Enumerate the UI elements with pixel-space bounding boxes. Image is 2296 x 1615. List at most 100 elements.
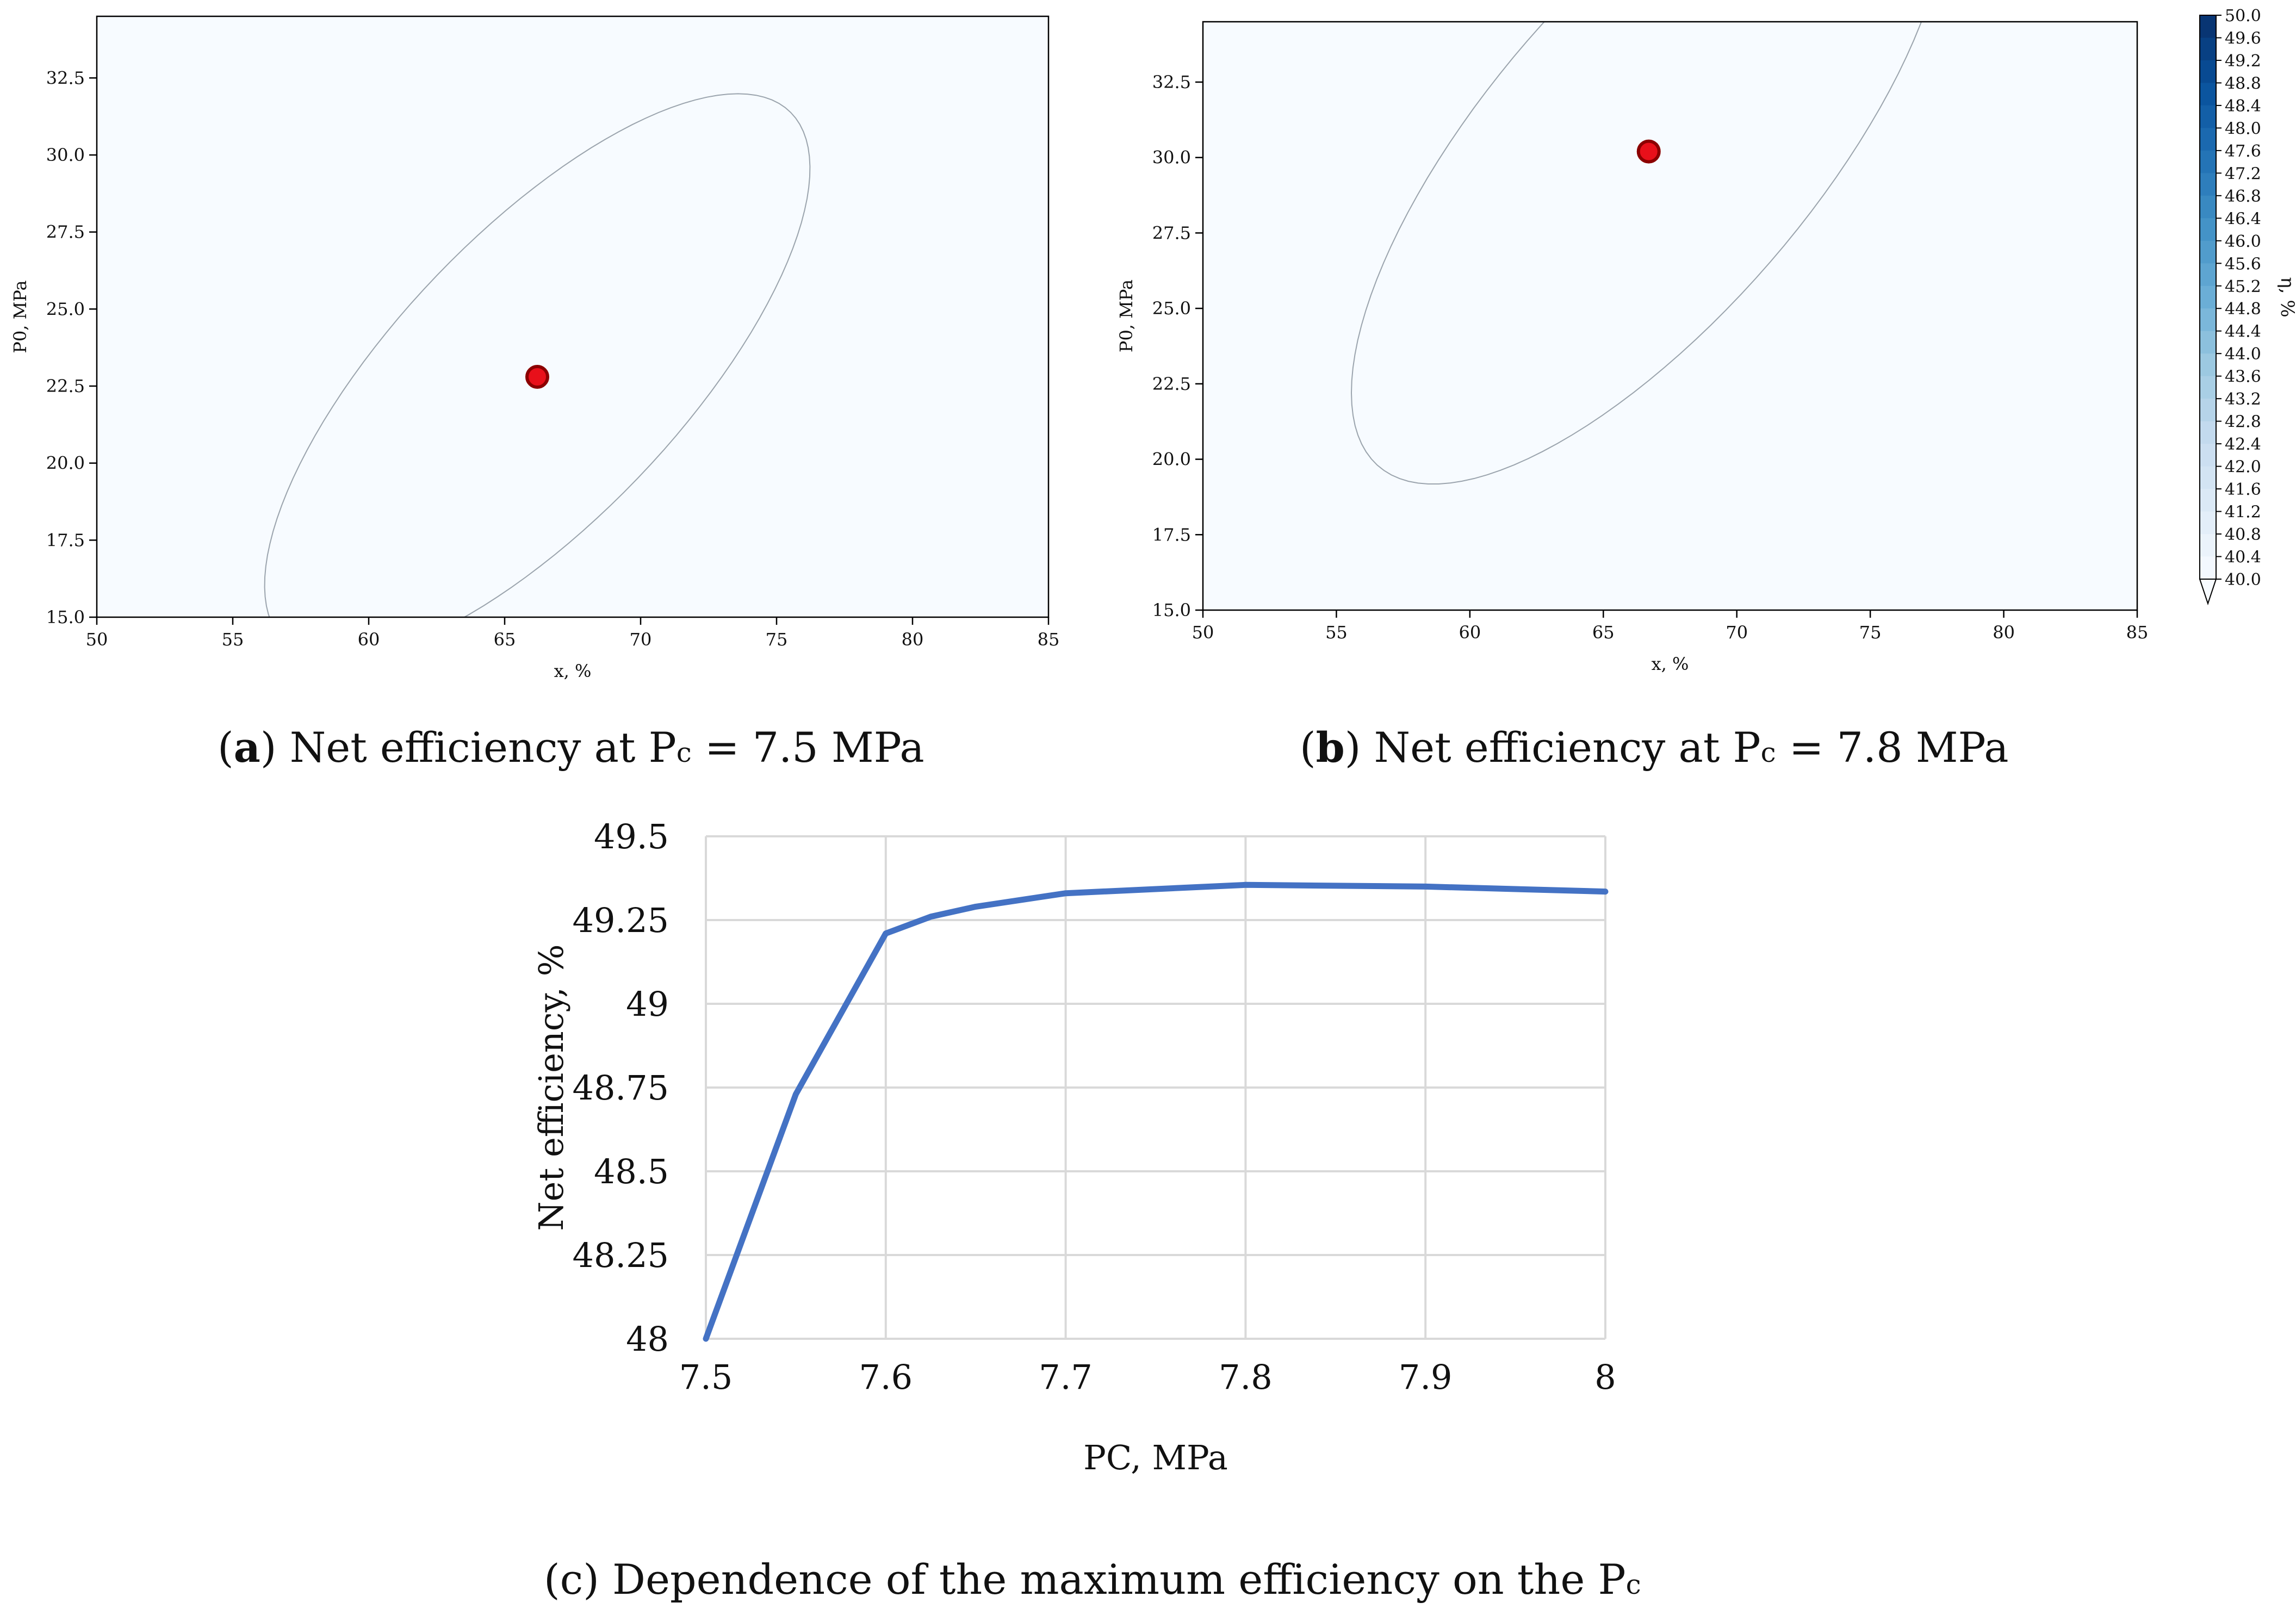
panel-b-ytick-label: 17.5: [1152, 524, 1191, 545]
panel-a-xtick-label: 55: [222, 629, 244, 650]
panel-c-xlabel: PC, MPa: [1083, 1438, 1228, 1477]
panel-b-frame: [1202, 21, 2138, 611]
panel-c-ytick-label: 49: [626, 984, 669, 1024]
colorbar-tick-label: 45.2: [2225, 277, 2261, 296]
panel-b-ytick-label: 22.5: [1152, 374, 1191, 394]
panel-a-xtick-label: 75: [766, 629, 788, 650]
panel-a-ytick-label: 15.0: [46, 607, 85, 628]
colorbar-segment: [2200, 38, 2216, 61]
panel-a-ylabel: P0, MPa: [10, 280, 30, 353]
panel-c-ytick-label: 48: [626, 1319, 669, 1359]
panel-b-xtick-label: 55: [1325, 622, 1348, 643]
panel-c-xtick-label: 7.7: [1039, 1357, 1093, 1397]
colorbar-segment: [2200, 15, 2216, 38]
colorbar-label: η, %: [2276, 277, 2296, 317]
colorbar-tick-label: 42.8: [2225, 413, 2261, 432]
panel-b-contours: [1203, 22, 2137, 610]
colorbar-tick-label: 44.0: [2225, 345, 2261, 364]
panel-a-ytick-label: 27.5: [46, 222, 85, 243]
colorbar-tick-label: 40.8: [2225, 525, 2261, 544]
panel-a-ytick-label: 20.0: [46, 453, 85, 474]
panel-a-ytick-label: 17.5: [46, 530, 85, 550]
panel-b-ytick-label: 27.5: [1152, 222, 1191, 243]
panel-b: 50 55 60 65 70 75 80 85 15.0 17.5 20.0 22.5 25.0 27.5…: [1116, 21, 2149, 674]
colorbar-tick-label: 47.2: [2225, 164, 2261, 183]
panel-b-xtick-label: 75: [1859, 622, 1882, 643]
colorbar-segment: [2200, 150, 2216, 173]
colorbar-segment: [2200, 263, 2216, 287]
colorbar-tick-label: 45.6: [2225, 254, 2261, 274]
colorbar-segment: [2200, 105, 2216, 128]
colorbar-extend: [2199, 579, 2217, 606]
panel-b-xtick-label: 85: [2126, 622, 2149, 643]
colorbar-tick-label: 49.6: [2225, 29, 2261, 48]
colorbar-tick-label: 43.6: [2225, 368, 2261, 387]
panel-c-xtick-label: 8: [1594, 1357, 1616, 1397]
colorbar-segment: [2200, 60, 2216, 83]
panel-b-xtick-label: 65: [1592, 622, 1615, 643]
colorbar-segment: [2200, 308, 2216, 332]
panel-a-ytick-label: 32.5: [46, 67, 85, 88]
colorbar-segment: [2200, 556, 2216, 580]
colorbar-tick-label: 48.8: [2225, 74, 2261, 93]
panel-b-contour-level: [1350, 22, 1922, 484]
colorbar-tick-label: 44.4: [2225, 322, 2261, 341]
panel-b-xtick-label: 70: [1726, 622, 1748, 643]
panel-c-ytick-label: 49.5: [594, 817, 669, 856]
colorbar-tick-label: 44.8: [2225, 300, 2261, 319]
panel-a-optimum-marker: [525, 365, 549, 389]
colorbar-tick-label: 42.4: [2225, 435, 2261, 454]
colorbar-segment: [2200, 240, 2216, 264]
colorbar-segment: [2200, 128, 2216, 151]
panel-c-ytick-label: 49.25: [573, 900, 669, 940]
panel-a-xtick-label: 65: [494, 629, 516, 650]
colorbar-segment: [2200, 534, 2216, 557]
colorbar-segment: [2200, 353, 2216, 377]
panel-c-series-line: [703, 881, 1609, 1342]
panel-c-ytick-label: 48.75: [573, 1068, 669, 1108]
colorbar-tick-label: 41.2: [2225, 503, 2261, 522]
colorbar-tick-label: 50.0: [2225, 7, 2261, 26]
colorbar-tick-label: 42.0: [2225, 458, 2261, 477]
panel-b-ytick-label: 15.0: [1152, 600, 1191, 620]
colorbar-segment: [2200, 173, 2216, 196]
panel-a-ytick-label: 22.5: [46, 376, 85, 396]
colorbar-tick-label: 46.4: [2225, 209, 2261, 228]
colorbar-segment: [2200, 195, 2216, 219]
panel-b-ytick-label: 30.0: [1152, 147, 1191, 168]
panel-a-contour-level: [264, 93, 811, 617]
panel-a: 50 55 60 65 70 75 80 85 15.0 17.5 20.0 22.5 25.0 27.5…: [10, 15, 1060, 681]
panel-c-xtick-label: 7.9: [1399, 1357, 1453, 1397]
colorbar-tick-label: 40.4: [2225, 548, 2261, 567]
colorbar-tick-label: 40.0: [2225, 570, 2261, 589]
colorbar-segment: [2200, 331, 2216, 354]
panel-a-xtick-label: 50: [86, 629, 108, 650]
panel-b-ylabel: P0, MPa: [1116, 279, 1137, 352]
panel-b-ytick-label: 32.5: [1152, 72, 1191, 92]
colorbar-segment: [2200, 489, 2216, 512]
colorbar-segment: [2200, 511, 2216, 535]
panel-c-ytick-label: 48.5: [594, 1152, 669, 1191]
colorbar-segment: [2200, 376, 2216, 399]
colorbar-segment: [2200, 466, 2216, 489]
panel-b-ytick-label: 25.0: [1152, 298, 1191, 319]
panel-a-xtick-label: 80: [902, 629, 924, 650]
panel-a-ytick-label: 25.0: [46, 299, 85, 319]
panel-c: 7.5 7.6 7.7 7.8 7.9 8 48 48.25 48.5 48.75 49 49.25 4…: [531, 817, 1616, 1477]
panel-a-xtick-label: 60: [358, 629, 380, 650]
panel-a-xtick-label: 70: [630, 629, 652, 650]
colorbar-segment: [2200, 285, 2216, 309]
caption-c: (c) Dependence of the maximum efficiency…: [544, 1555, 1641, 1604]
panel-a-xtick-label: 85: [1038, 629, 1060, 650]
colorbar-tick-label: 41.6: [2225, 480, 2261, 499]
colorbar-segment: [2200, 421, 2216, 444]
colorbar-tick-label: 48.4: [2225, 97, 2261, 116]
panel-c-xtick-label: 7.8: [1219, 1357, 1273, 1397]
colorbar-segment: [2200, 444, 2216, 467]
panel-b-xlabel: x, %: [1652, 654, 1689, 674]
panel-b-xtick-label: 60: [1459, 622, 1481, 643]
colorbar: 50.0 49.6 49.2 48.8 48.4 48.0 47.6 47.2 46.8 46.4…: [2199, 7, 2296, 606]
colorbar-segment: [2200, 83, 2216, 106]
colorbar-segment: [2200, 218, 2216, 241]
panel-a-frame: [96, 15, 1050, 618]
